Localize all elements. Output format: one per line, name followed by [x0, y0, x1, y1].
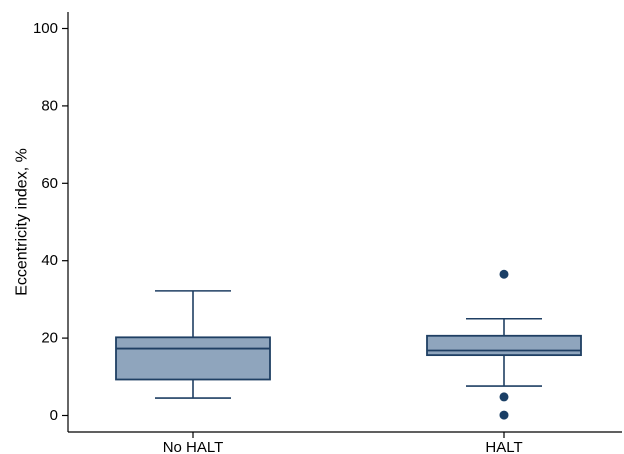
- x-tick-label: HALT: [485, 439, 522, 454]
- outlier-point: [499, 392, 509, 402]
- y-tick-label: 80: [41, 97, 58, 114]
- outlier-point: [499, 410, 509, 420]
- y-tick-label: 100: [33, 20, 58, 37]
- box-group: [426, 269, 582, 420]
- y-tick-label: 20: [41, 330, 58, 347]
- axes: [62, 12, 622, 438]
- box-group: [115, 290, 271, 399]
- iqr-box: [115, 336, 271, 381]
- y-tick-label: 0: [50, 407, 58, 424]
- x-tick-label: No HALT: [163, 439, 224, 454]
- y-tick-label: 60: [41, 175, 58, 192]
- plot-area: [115, 269, 582, 420]
- y-tick-label: 40: [41, 252, 58, 269]
- outlier-point: [499, 269, 509, 279]
- y-axis-title: Eccentricity index, %: [14, 148, 31, 296]
- iqr-box: [426, 334, 582, 357]
